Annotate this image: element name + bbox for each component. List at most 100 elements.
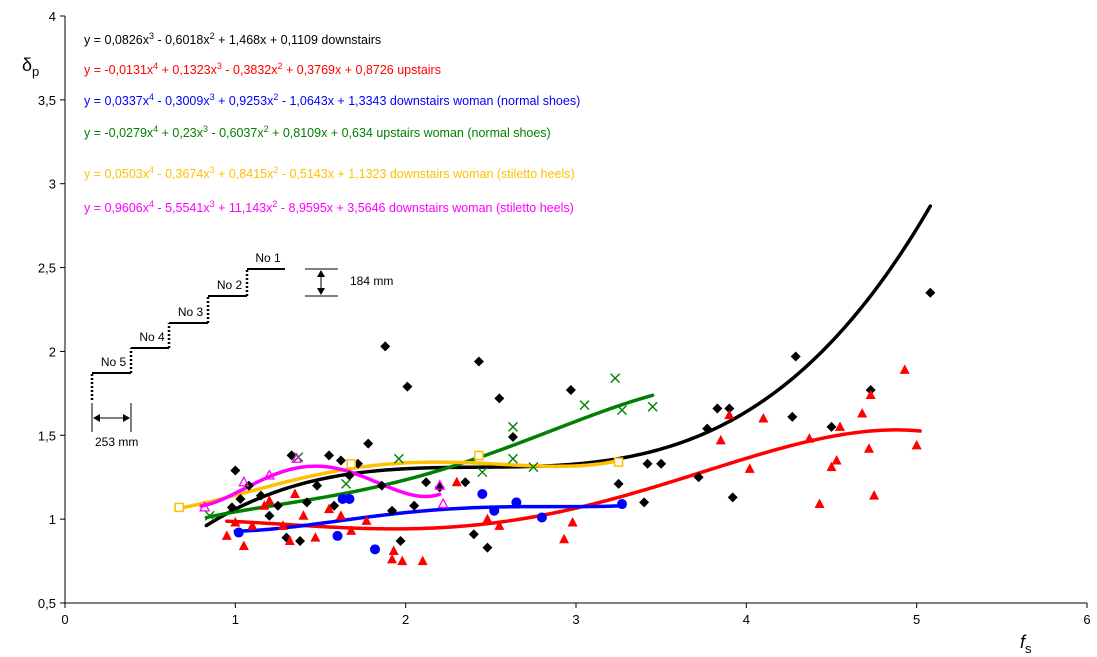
stair-label: No 3 xyxy=(178,305,204,319)
stair-label: No 5 xyxy=(101,355,127,369)
data-point-cross xyxy=(477,467,488,478)
data-point-diamond xyxy=(642,458,653,469)
data-point-diamond xyxy=(395,535,406,546)
data-point-triangle xyxy=(346,525,357,535)
equation-exponent: 3 xyxy=(149,31,154,41)
equation-exponent: 2 xyxy=(273,92,278,102)
x-tick-label: 4 xyxy=(743,612,750,627)
legend-equations: y = 0,0826x3 - 0,6018x2 + 1,468x + 0,110… xyxy=(84,31,580,215)
data-point-cross xyxy=(610,373,621,384)
data-point-triangle xyxy=(361,515,372,525)
width-arrow-right xyxy=(123,414,130,422)
data-point-square xyxy=(474,450,484,461)
data-point-triangle xyxy=(221,530,232,540)
y-axis-label-main: δ xyxy=(22,55,32,75)
data-point-diamond xyxy=(272,500,283,511)
equation-exponent: 2 xyxy=(278,61,283,71)
data-point-triangle xyxy=(835,421,846,431)
data-point-square xyxy=(174,502,184,513)
width-arrow-left xyxy=(93,414,100,422)
data-point-diamond xyxy=(363,438,374,449)
data-point-triangle xyxy=(310,532,321,542)
equation-exponent: 3 xyxy=(203,124,208,134)
equation-text: + 1,468x + 0,1109 downstairs xyxy=(215,33,382,47)
data-point-circle xyxy=(344,494,355,505)
data-point-diamond xyxy=(286,450,297,461)
data-point-triangle xyxy=(559,533,570,544)
data-point-diamond xyxy=(295,535,306,546)
data-point-diamond xyxy=(312,480,323,491)
equation-exponent: 2 xyxy=(264,124,269,134)
data-point-diamond xyxy=(473,356,484,367)
y-tick-label: 3 xyxy=(49,177,56,192)
x-axis-label: fs xyxy=(1020,632,1032,656)
data-point-diamond xyxy=(235,494,246,505)
data-point-cross xyxy=(393,453,404,464)
data-point-diamond xyxy=(264,510,275,521)
equation-text: y = 0,0826x xyxy=(84,33,150,47)
data-point-diamond xyxy=(421,477,432,488)
equation-text: y = 0,0503x xyxy=(84,167,150,181)
data-point-diamond xyxy=(702,423,713,434)
fit-curves xyxy=(173,204,933,533)
equation-text: + 0,23x xyxy=(158,126,204,140)
fit-curve-4 xyxy=(173,458,621,511)
data-point-diamond xyxy=(460,477,471,488)
data-point-triangle xyxy=(494,520,505,530)
data-point-cross xyxy=(579,400,590,411)
data-point-cross xyxy=(204,510,215,521)
data-point-diamond xyxy=(727,492,738,503)
data-point-triangle xyxy=(247,520,258,530)
fit-curve-5 xyxy=(199,464,442,508)
data-point-triangle xyxy=(388,545,399,556)
data-point-circle xyxy=(370,544,381,555)
equation-4: y = 0,0503x4 - 0,3674x3 + 0,8415x2 - 0,5… xyxy=(84,165,575,181)
data-point-triangle xyxy=(278,520,289,530)
data-point-square xyxy=(613,457,624,467)
data-point-triangle-open xyxy=(434,479,446,490)
height-label: 184 mm xyxy=(350,274,393,288)
data-point-triangle xyxy=(744,463,755,473)
equation-text: + 11,143x xyxy=(215,201,274,215)
y-axis-label-sub: p xyxy=(32,64,39,79)
equation-exponent: 4 xyxy=(153,124,158,134)
equation-text: - 0,3009x xyxy=(154,94,210,108)
data-point-circle xyxy=(536,512,547,523)
staircase-annotation: No 5 No 4 No 3 No 2 No 1 184 mm 253 mm xyxy=(90,251,393,449)
y-tick-label: 1 xyxy=(49,512,56,527)
data-point-circle xyxy=(233,527,244,538)
data-point-triangle xyxy=(387,553,398,564)
data-point-diamond xyxy=(230,465,241,476)
equation-2: y = 0,0337x4 - 0,3009x3 + 0,9253x2 - 1,0… xyxy=(84,92,580,108)
data-point-diamond xyxy=(402,381,413,392)
equation-exponent: 2 xyxy=(210,31,215,41)
data-point-cross xyxy=(647,401,658,412)
equation-0: y = 0,0826x3 - 0,6018x2 + 1,468x + 0,110… xyxy=(84,31,381,47)
equation-exponent: 2 xyxy=(273,165,278,175)
equation-exponent: 3 xyxy=(210,92,215,102)
equation-text: y = 0,9606x xyxy=(84,201,150,215)
data-point-cross xyxy=(616,405,627,416)
data-point-diamond xyxy=(712,403,723,414)
data-point-cross xyxy=(528,462,539,473)
height-arrow-up xyxy=(317,270,325,277)
data-point-triangle xyxy=(857,407,868,418)
data-point-diamond xyxy=(565,385,576,396)
x-axis-label-main: f xyxy=(1020,632,1027,652)
data-point-cross xyxy=(341,478,352,489)
data-point-circle xyxy=(477,488,488,499)
x-tick-label: 2 xyxy=(402,612,409,627)
data-point-triangle xyxy=(758,413,769,423)
data-point-diamond xyxy=(468,529,479,540)
y-tick-label: 1,5 xyxy=(38,428,56,443)
data-point-cross xyxy=(507,453,518,464)
equation-text: + 0,9253x xyxy=(215,94,274,108)
data-point-triangle xyxy=(865,389,876,400)
fit-curve-1 xyxy=(225,428,922,531)
data-point-triangle xyxy=(230,516,241,527)
data-point-triangle xyxy=(814,498,825,509)
data-point-triangle-open xyxy=(437,497,449,509)
data-point-triangle xyxy=(238,540,249,550)
y-tick-label: 3,5 xyxy=(38,93,56,108)
